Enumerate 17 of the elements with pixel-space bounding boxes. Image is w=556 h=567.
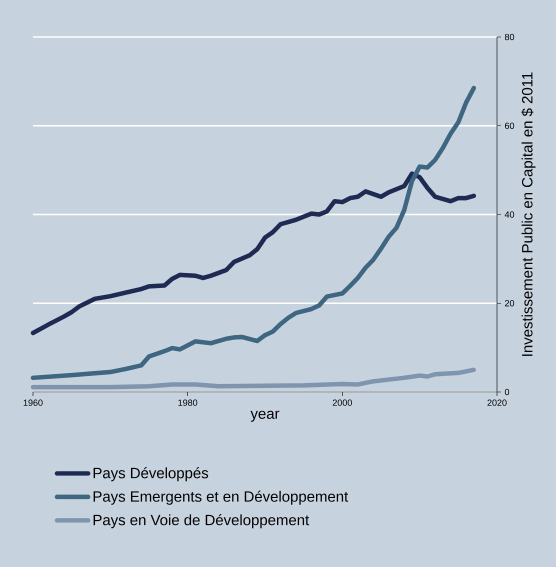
y-tick-label: 80 bbox=[504, 34, 514, 40]
y-tick-label: 0 bbox=[504, 388, 510, 396]
y-axis-title: Investissement Public en Capital en $ 2011 bbox=[521, 72, 536, 356]
x-tick-label: 1980 bbox=[178, 400, 198, 406]
line-series bbox=[30, 368, 476, 390]
x-axis-title: year bbox=[250, 410, 280, 422]
line-series bbox=[30, 86, 476, 380]
y-tick-label: 20 bbox=[504, 300, 514, 306]
legend-label: Pays Emergents et en Développement bbox=[94, 490, 348, 505]
legend-label: Pays Développés bbox=[94, 467, 208, 482]
x-tick-label: 1960 bbox=[24, 400, 43, 406]
y-tick-label: 60 bbox=[504, 122, 514, 129]
legend-label: Pays en Voie de Développement bbox=[94, 514, 310, 528]
y-tick-label: 40 bbox=[504, 211, 514, 218]
line-series bbox=[30, 171, 476, 336]
x-tick-label: 2000 bbox=[332, 400, 352, 406]
x-tick-label: 2020 bbox=[487, 400, 507, 406]
